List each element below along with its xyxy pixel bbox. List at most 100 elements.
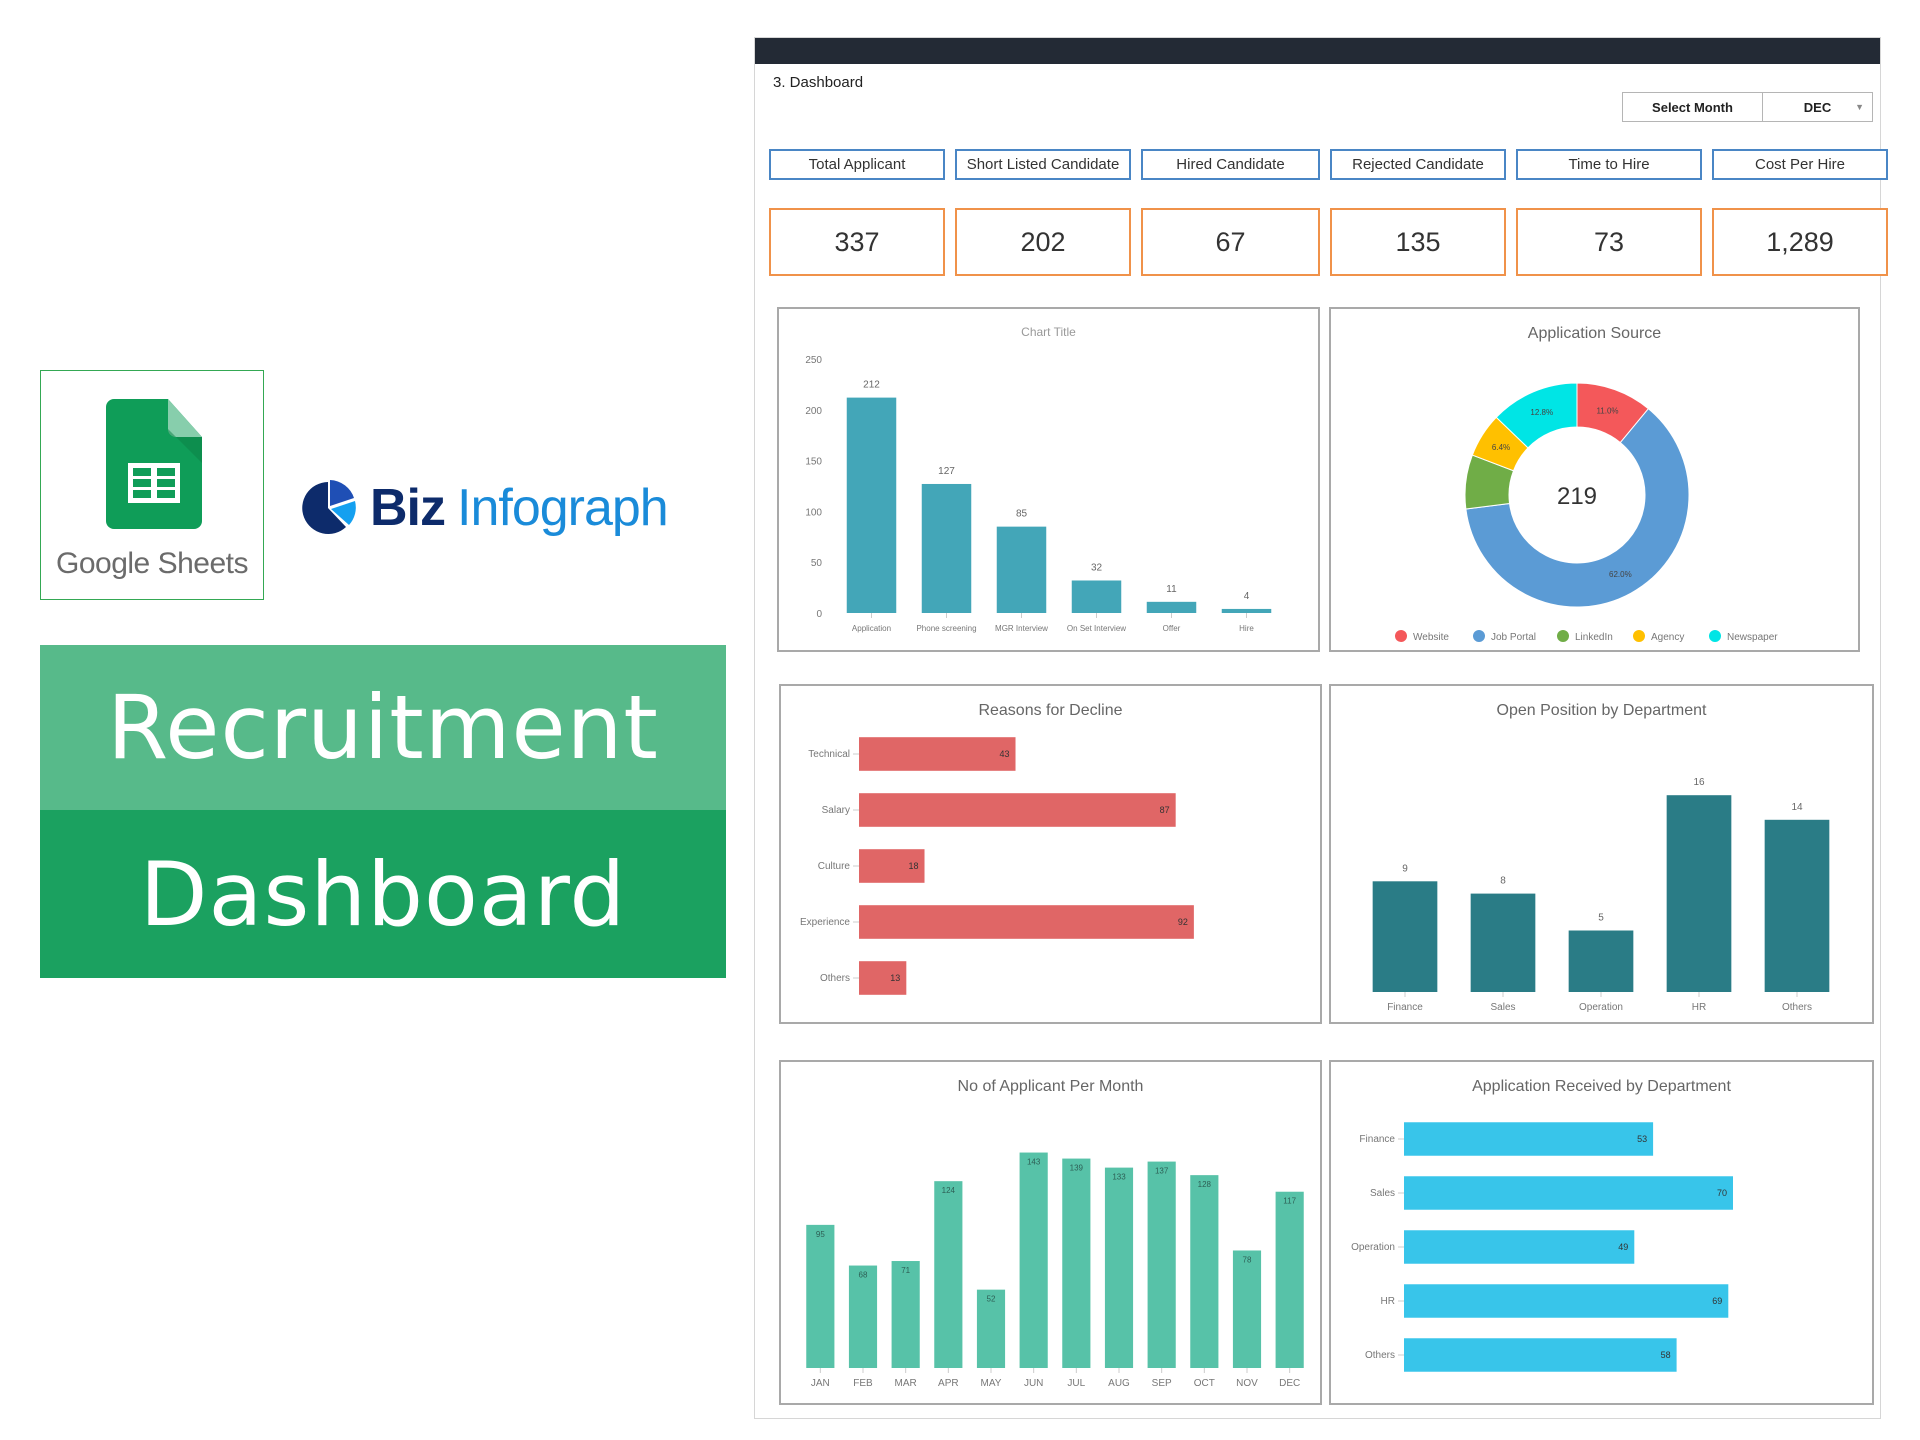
kpi-label-total-applicant: Total Applicant (769, 149, 945, 180)
bar[interactable] (859, 961, 907, 995)
bar[interactable] (1764, 819, 1830, 992)
x-category-label: Offer (1163, 624, 1181, 633)
bar[interactable] (848, 1265, 878, 1368)
bar[interactable] (1071, 580, 1122, 613)
title-banner-bottom: Dashboard (40, 810, 726, 978)
data-label: 128 (1198, 1180, 1212, 1189)
kpi-value-time-to-hire: 73 (1516, 208, 1702, 276)
month-select-dropdown[interactable]: Select Month DEC ▼ (1622, 92, 1873, 122)
bar[interactable] (859, 737, 1016, 771)
legend-marker-icon (1557, 630, 1569, 642)
legend-label[interactable]: Website (1413, 632, 1449, 643)
bar[interactable] (846, 397, 897, 613)
kpi-value-hired: 67 (1141, 208, 1320, 276)
kpi-label-cost-per-hire: Cost Per Hire (1712, 149, 1888, 180)
y-tick-label: 250 (805, 355, 822, 366)
y-category-label: Culture (818, 861, 851, 872)
chart-title: Open Position by Department (1496, 702, 1707, 719)
x-category-label: MAR (895, 1378, 917, 1389)
bar[interactable] (1404, 1284, 1729, 1318)
data-label: 95 (816, 1230, 825, 1239)
title-banner-top: Recruitment (40, 645, 726, 810)
donut-slice[interactable] (1465, 407, 1690, 608)
bar[interactable] (1146, 601, 1197, 613)
slice-label: 62.0% (1609, 570, 1632, 579)
data-label: 68 (859, 1271, 868, 1280)
bar[interactable] (1190, 1175, 1219, 1368)
chart-title: Application Received by Department (1472, 1078, 1731, 1095)
x-category-label: NOV (1236, 1378, 1258, 1389)
bar[interactable] (806, 1224, 835, 1368)
bar[interactable] (921, 483, 972, 613)
x-category-label: JUL (1067, 1378, 1085, 1389)
bar[interactable] (1232, 1250, 1262, 1368)
bar[interactable] (859, 849, 925, 883)
chart-panel-reasons-for-decline: Reasons for Decline 43 Technical 87 Salary 1… (779, 684, 1322, 1024)
kpi-label-rejected: Rejected Candidate (1330, 149, 1506, 180)
legend-label[interactable]: Newspaper (1727, 632, 1778, 643)
chart-panel-open-positions: Open Position by Department 9 Finance 8 Sal… (1329, 684, 1874, 1024)
donut-slice[interactable] (1495, 382, 1578, 449)
data-label: 124 (942, 1186, 956, 1195)
kpi-label-short-listed: Short Listed Candidate (955, 149, 1131, 180)
x-category-label: AUG (1108, 1378, 1130, 1389)
y-category-label: Technical (808, 749, 850, 760)
month-select-value[interactable]: DEC ▼ (1763, 93, 1872, 121)
slice-label: 11.0% (1596, 406, 1618, 415)
bar[interactable] (1104, 1167, 1134, 1368)
y-tick-label: 200 (805, 406, 822, 417)
bar[interactable] (1221, 608, 1272, 613)
y-category-label: Others (820, 973, 850, 984)
bar[interactable] (859, 793, 1176, 827)
data-label: 5 (1598, 913, 1604, 924)
kpi-label-time-to-hire: Time to Hire (1516, 149, 1702, 180)
legend-label[interactable]: LinkedIn (1575, 632, 1613, 643)
x-category-label: Sales (1490, 1002, 1515, 1013)
legend-label[interactable]: Job Portal (1491, 632, 1536, 643)
bar[interactable] (1470, 893, 1536, 992)
bar[interactable] (1568, 930, 1634, 993)
data-label: 87 (1160, 805, 1170, 815)
bar[interactable] (1062, 1158, 1091, 1368)
x-category-label: APR (938, 1378, 959, 1389)
data-label: 92 (1178, 917, 1188, 927)
x-category-label: DEC (1279, 1378, 1300, 1389)
bar[interactable] (934, 1181, 963, 1368)
month-select-label: Select Month (1623, 93, 1763, 121)
bar[interactable] (1147, 1161, 1176, 1368)
chart-title: Application Source (1527, 325, 1662, 342)
data-label: 133 (1112, 1173, 1126, 1182)
bar[interactable] (996, 526, 1047, 613)
bar[interactable] (1666, 795, 1732, 992)
data-label: 14 (1791, 802, 1803, 813)
bar[interactable] (1404, 1176, 1733, 1210)
data-label: 71 (901, 1266, 910, 1275)
chevron-down-icon[interactable]: ▼ (1855, 102, 1864, 112)
bar[interactable] (859, 905, 1194, 939)
chart-title: No of Applicant Per Month (957, 1078, 1144, 1095)
bar[interactable] (1404, 1338, 1677, 1372)
x-category-label: Others (1782, 1002, 1812, 1013)
x-category-label: SEP (1152, 1378, 1172, 1389)
biz-wordmark-part2: Infograph (457, 479, 669, 537)
title-line-1: Recruitment (107, 676, 659, 779)
kpi-value-short-listed: 202 (955, 208, 1131, 276)
x-category-label: JAN (811, 1378, 830, 1389)
legend-label[interactable]: Agency (1651, 632, 1684, 643)
bar[interactable] (1275, 1191, 1304, 1368)
x-category-label: Phone screening (916, 624, 976, 633)
bar[interactable] (1404, 1230, 1635, 1264)
bar[interactable] (976, 1289, 1006, 1368)
bar[interactable] (1019, 1152, 1048, 1368)
legend-marker-icon (1473, 630, 1485, 642)
google-sheets-icon (106, 399, 202, 529)
y-category-label: Experience (800, 917, 850, 928)
kpi-value-cost-per-hire: 1,289 (1712, 208, 1888, 276)
kpi-label-hired: Hired Candidate (1141, 149, 1320, 180)
y-category-label: Finance (1359, 1134, 1395, 1145)
bar[interactable] (891, 1261, 920, 1368)
reasons-for-decline-bar-chart: 43 Technical 87 Salary 18 Culture 92 Experience… (800, 737, 1194, 995)
funnel-bar-chart: 0 50 100 150 200 250 212 Application 127 Phone sc… (805, 355, 1272, 633)
bar[interactable] (1404, 1122, 1654, 1156)
bar[interactable] (1372, 881, 1438, 992)
